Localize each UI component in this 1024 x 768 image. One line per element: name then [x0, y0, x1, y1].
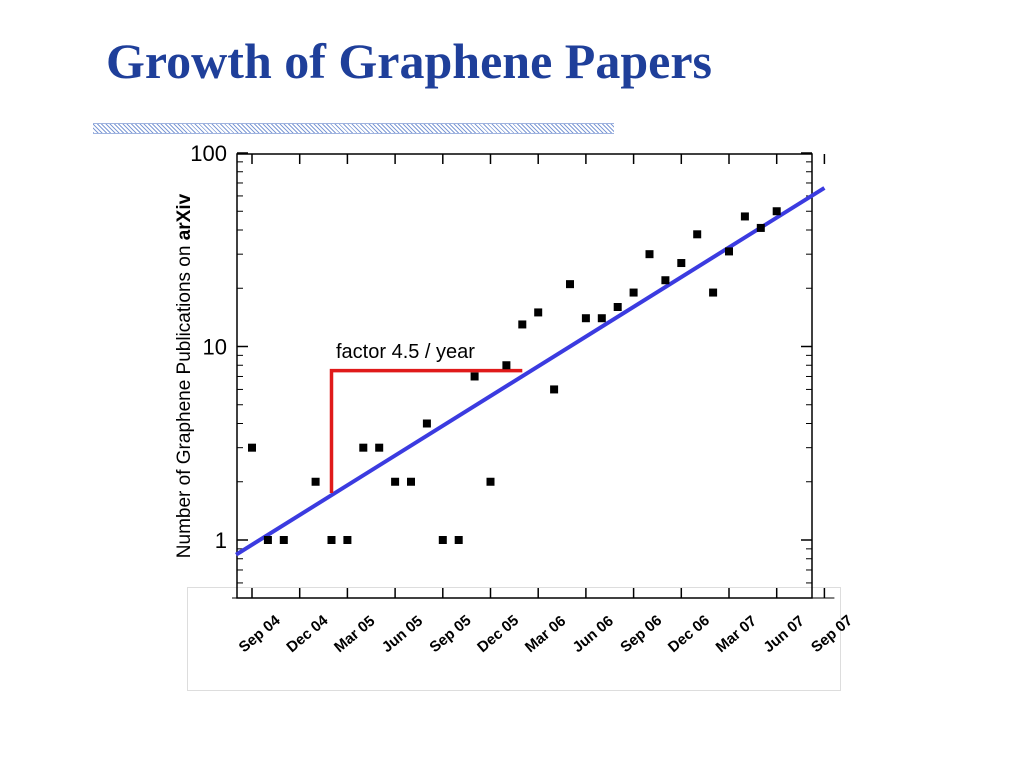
data-point: [597, 314, 606, 323]
data-point: [279, 536, 288, 544]
annotation-bracket: [329, 368, 523, 493]
x-tick-label: Sep 04: [236, 612, 284, 657]
x-tick-label: Jun 07: [760, 612, 807, 656]
annotation-bracket-group: [329, 368, 523, 493]
x-tick-label: Dec 05: [474, 612, 522, 656]
x-tick-label: Dec 04: [283, 612, 331, 657]
data-point: [422, 419, 431, 428]
x-tick-label: Jun 06: [570, 612, 617, 656]
x-tick-label: Sep 05: [426, 612, 474, 656]
fit-line: [235, 186, 826, 557]
data-point: [677, 259, 686, 268]
y-axis-label-emphasis: arXiv: [174, 193, 195, 240]
data-point: [263, 536, 272, 544]
slide-title: Growth of Graphene Papers: [106, 33, 712, 89]
data-point: [375, 443, 384, 452]
data-point: [550, 385, 559, 394]
title-divider: [93, 123, 614, 134]
x-tick-label: Mar 05: [331, 612, 378, 656]
data-point: [248, 443, 256, 452]
data-point: [566, 280, 574, 289]
data-point: [534, 308, 543, 317]
x-tick-label: Jun 05: [379, 612, 426, 656]
data-point: [581, 314, 590, 323]
x-tick-label: Sep 06: [617, 612, 665, 656]
data-point: [391, 477, 400, 486]
data-point: [709, 288, 718, 297]
data-point: [470, 372, 479, 381]
data-point: [486, 477, 495, 486]
data-point: [454, 536, 463, 544]
data-point: [645, 250, 654, 259]
data-point: [311, 477, 320, 486]
y-axis-label-text: Number of Graphene Publications on: [174, 240, 195, 558]
data-points: [248, 207, 781, 544]
data-point: [629, 288, 638, 297]
x-tick-labels: Sep 04 Dec 04 Mar 05 Jun 05 Sep 05 Dec 05 Mar …: [236, 612, 856, 657]
y-tick-label: 100: [190, 141, 227, 166]
data-point: [438, 536, 447, 544]
data-point: [407, 477, 415, 486]
data-point: [343, 536, 352, 544]
y-tick-label: 10: [203, 335, 227, 360]
data-point: [772, 207, 781, 216]
x-tick-label: Dec 06: [665, 612, 713, 656]
data-point: [518, 320, 527, 329]
data-point: [661, 276, 670, 285]
x-axis-label-frame: [187, 587, 841, 691]
x-tick-label: Sep 07: [808, 612, 856, 656]
y-tick-label: 1: [215, 528, 227, 553]
data-point: [725, 247, 733, 256]
data-point: [502, 361, 511, 370]
annotation-text: factor 4.5 / year: [336, 341, 475, 363]
y-axis-label: Number of Graphene Publications on arXiv: [174, 193, 195, 558]
data-point: [756, 223, 765, 232]
data-point: [613, 303, 622, 312]
data-point: [740, 212, 749, 221]
data-point: [693, 230, 702, 239]
fit-line-group: [235, 186, 826, 557]
x-tick-label: Mar 06: [522, 612, 569, 656]
x-tick-label: Mar 07: [713, 612, 760, 656]
axis-ticks: 1 10 100: [190, 141, 835, 599]
data-point: [327, 536, 336, 544]
data-point: [359, 443, 368, 452]
